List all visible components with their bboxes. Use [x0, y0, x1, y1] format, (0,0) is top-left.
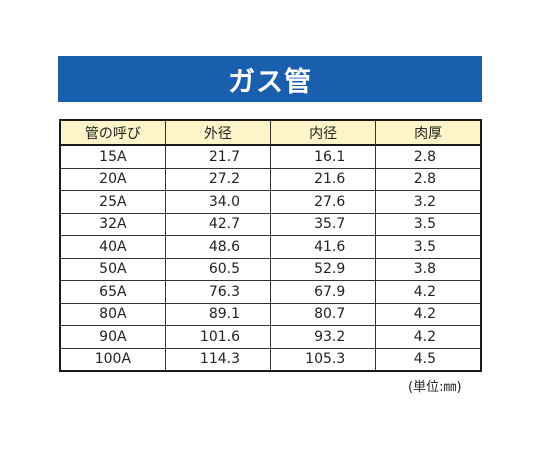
cell-inner-diameter: 80.7	[269, 302, 377, 326]
cell-outer-diameter: 76.3	[164, 280, 272, 304]
cell-wall-thickness: 4.5	[375, 347, 482, 372]
cell-nominal-size: 25A	[59, 190, 166, 214]
cell-wall-thickness: 2.8	[375, 144, 482, 169]
table-row: 65A 76.3 67.9 4.2	[59, 280, 482, 304]
cell-wall-thickness: 4.2	[375, 302, 482, 326]
header-outer-diameter: 外径	[164, 119, 272, 146]
cell-outer-diameter: 101.6	[164, 325, 272, 349]
cell-outer-diameter: 89.1	[164, 302, 272, 326]
cell-nominal-size: 20A	[59, 167, 166, 191]
cell-wall-thickness: 2.8	[375, 167, 482, 191]
unit-note: (単位:㎜)	[408, 380, 462, 395]
header-wall-thickness: 肉厚	[375, 119, 482, 146]
table-row: 90A 101.6 93.2 4.2	[59, 325, 482, 349]
cell-nominal-size: 15A	[59, 144, 166, 169]
table-row: 32A 42.7 35.7 3.5	[59, 212, 482, 236]
cell-outer-diameter: 34.0	[164, 190, 272, 214]
header-nominal-size: 管の呼び	[59, 119, 166, 146]
cell-inner-diameter: 52.9	[269, 257, 377, 281]
cell-inner-diameter: 21.6	[269, 167, 377, 191]
cell-outer-diameter: 48.6	[164, 235, 272, 259]
header-inner-diameter: 内径	[269, 119, 377, 146]
cell-inner-diameter: 93.2	[269, 325, 377, 349]
table-row: 15A 21.7 16.1 2.8	[59, 144, 482, 169]
title-banner: ガス管	[58, 56, 482, 102]
cell-inner-diameter: 16.1	[269, 144, 377, 169]
cell-outer-diameter: 60.5	[164, 257, 272, 281]
cell-inner-diameter: 35.7	[269, 212, 377, 236]
table-header-row: 管の呼び 外径 内径 肉厚	[59, 119, 482, 146]
cell-outer-diameter: 114.3	[164, 347, 272, 372]
cell-inner-diameter: 27.6	[269, 190, 377, 214]
cell-wall-thickness: 3.5	[375, 212, 482, 236]
cell-inner-diameter: 67.9	[269, 280, 377, 304]
cell-nominal-size: 50A	[59, 257, 166, 281]
cell-nominal-size: 40A	[59, 235, 166, 259]
cell-wall-thickness: 3.2	[375, 190, 482, 214]
table-row: 40A 48.6 41.6 3.5	[59, 235, 482, 259]
banner-title: ガス管	[228, 66, 312, 98]
table-row: 100A 114.3 105.3 4.5	[59, 347, 482, 372]
cell-wall-thickness: 3.8	[375, 257, 482, 281]
cell-outer-diameter: 21.7	[164, 144, 272, 169]
spec-table: 管の呼び 外径 内径 肉厚 15A 21.7 16.1 2.8 20A 27.2…	[59, 119, 482, 372]
cell-wall-thickness: 3.5	[375, 235, 482, 259]
table-row: 80A 89.1 80.7 4.2	[59, 302, 482, 326]
cell-nominal-size: 100A	[59, 347, 166, 372]
table-row: 20A 27.2 21.6 2.8	[59, 167, 482, 191]
cell-nominal-size: 80A	[59, 302, 166, 326]
cell-outer-diameter: 42.7	[164, 212, 272, 236]
cell-nominal-size: 90A	[59, 325, 166, 349]
table-row: 25A 34.0 27.6 3.2	[59, 190, 482, 214]
cell-wall-thickness: 4.2	[375, 280, 482, 304]
cell-inner-diameter: 41.6	[269, 235, 377, 259]
cell-inner-diameter: 105.3	[269, 347, 377, 372]
cell-outer-diameter: 27.2	[164, 167, 272, 191]
cell-nominal-size: 32A	[59, 212, 166, 236]
cell-nominal-size: 65A	[59, 280, 166, 304]
cell-wall-thickness: 4.2	[375, 325, 482, 349]
table-row: 50A 60.5 52.9 3.8	[59, 257, 482, 281]
